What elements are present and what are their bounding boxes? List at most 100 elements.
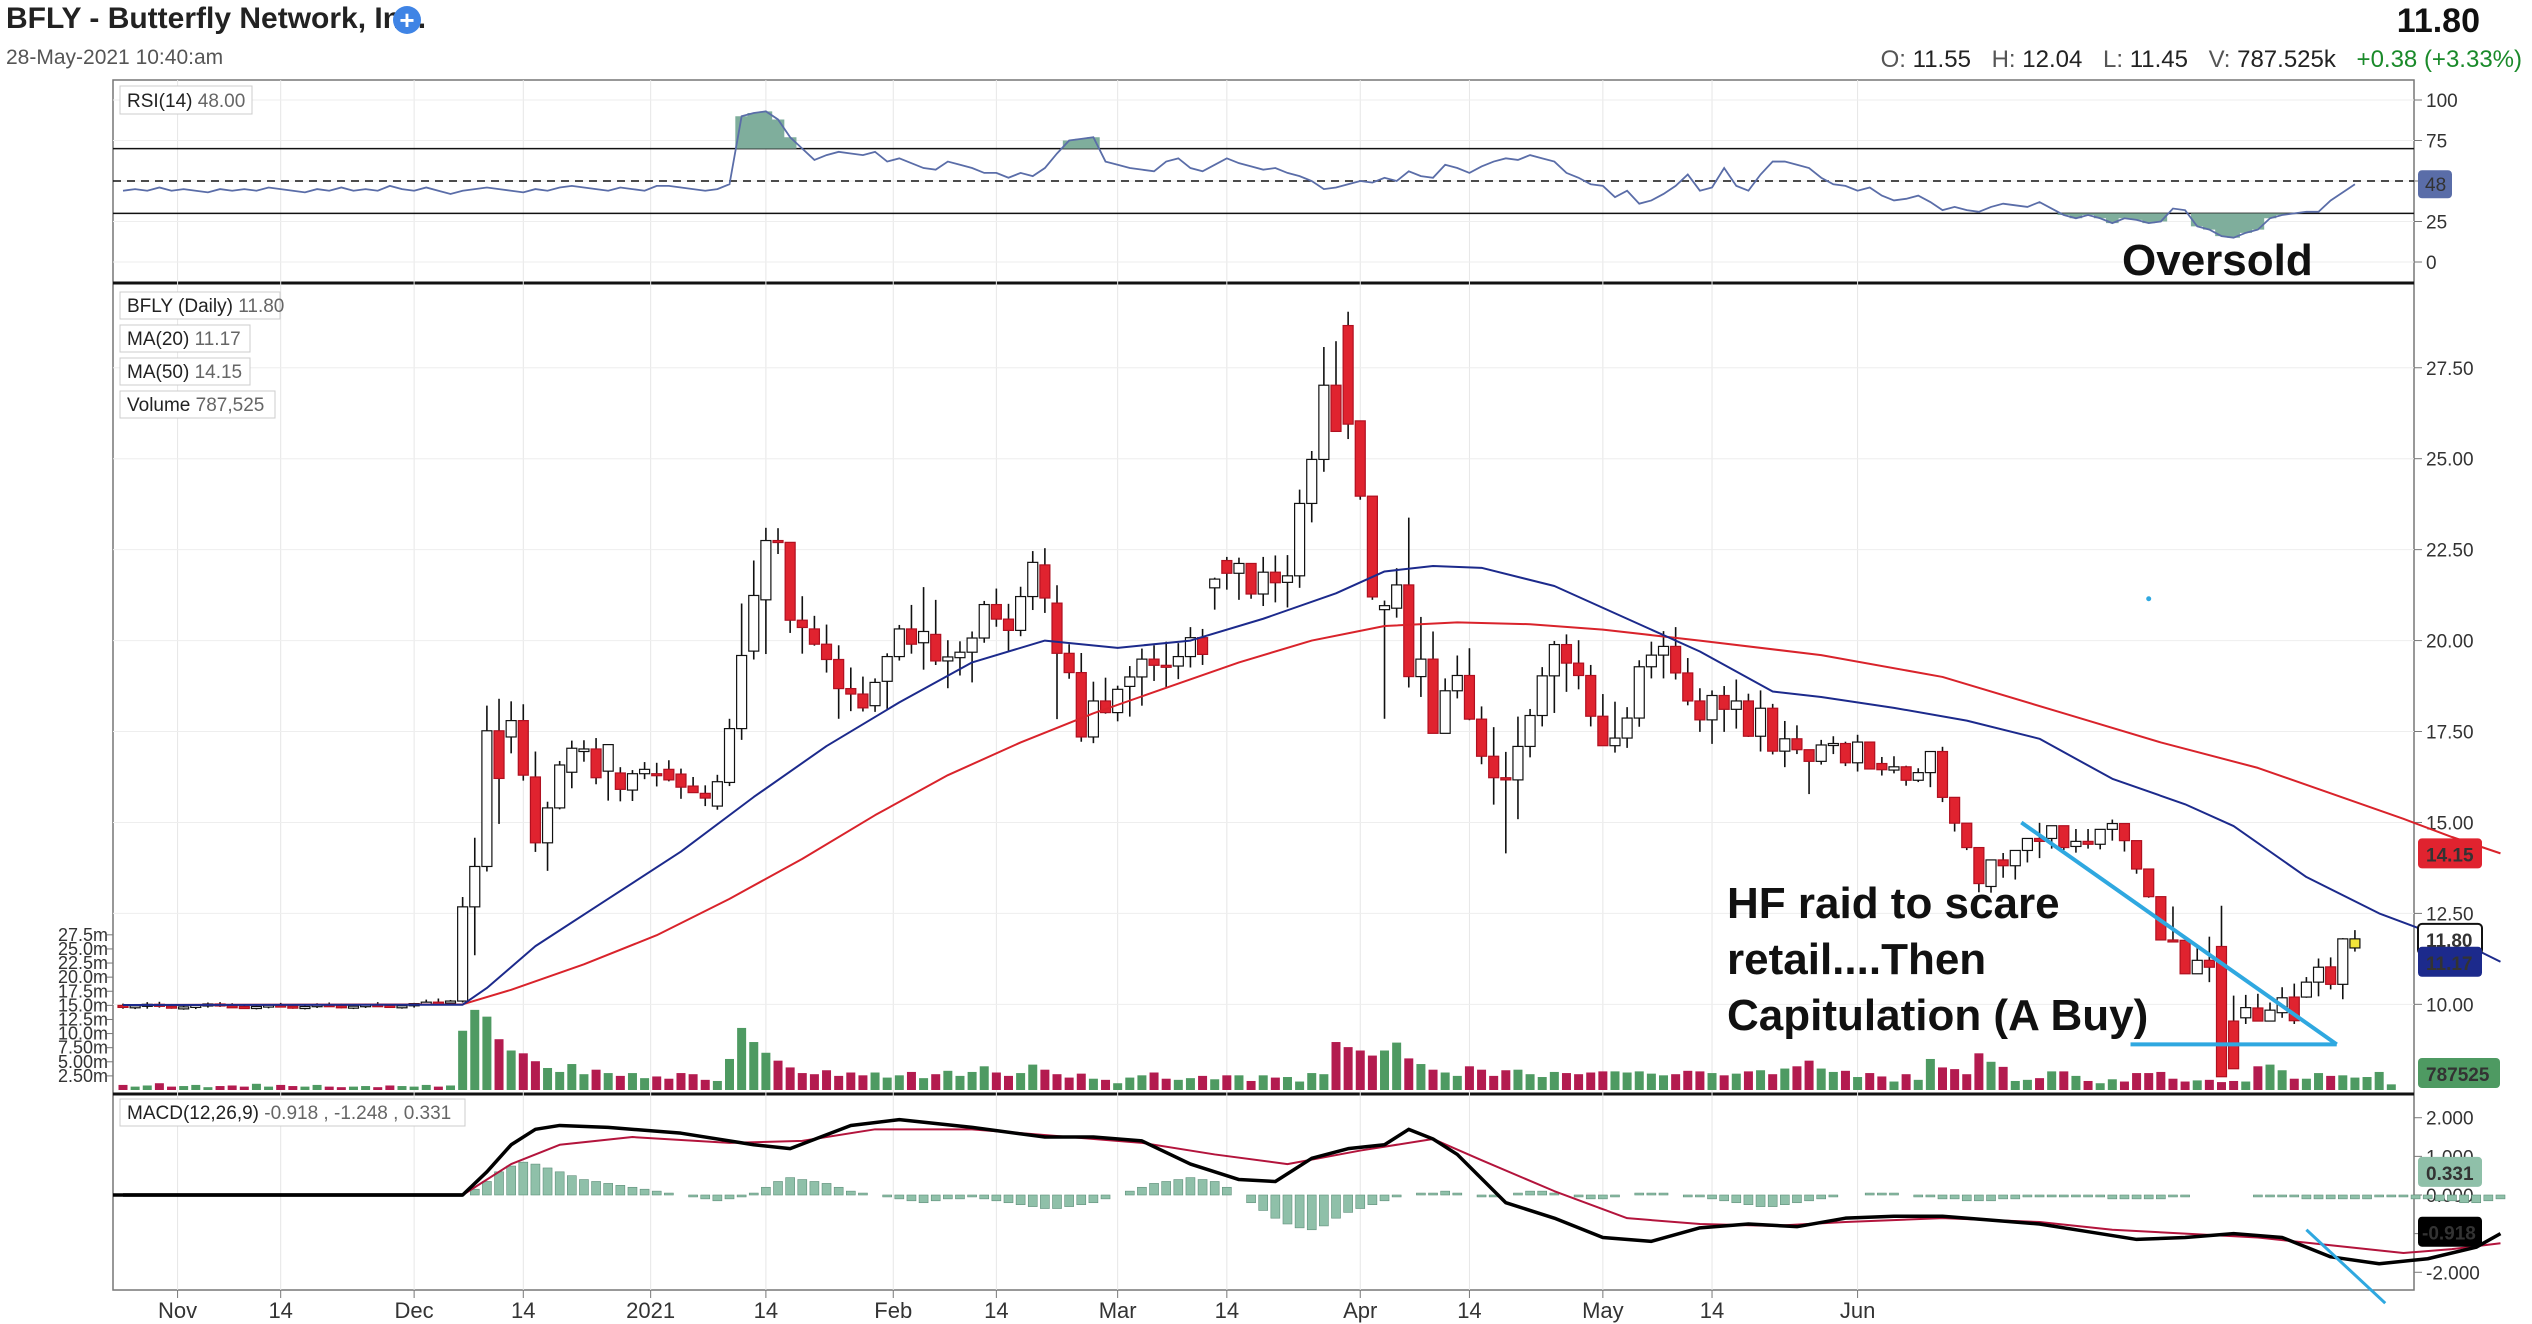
candle bbox=[893, 628, 905, 658]
volume-bar bbox=[1501, 1070, 1511, 1090]
volume-bar bbox=[858, 1075, 868, 1090]
candle bbox=[1039, 564, 1051, 599]
candle bbox=[1876, 762, 1888, 771]
candle bbox=[1063, 652, 1075, 674]
macd-histogram-bar bbox=[785, 1177, 795, 1196]
macd-histogram-bar bbox=[1331, 1194, 1341, 1219]
volume-tick-label: 10.0m bbox=[58, 1024, 108, 1044]
candle bbox=[2312, 966, 2325, 983]
volume-bar bbox=[579, 1074, 589, 1090]
macd-histogram-bar bbox=[2253, 1194, 2263, 1198]
candle bbox=[820, 643, 833, 661]
candle bbox=[396, 1005, 408, 1009]
macd-histogram-bar bbox=[1598, 1194, 1608, 1200]
macd-histogram-bar bbox=[845, 1190, 856, 1196]
candle bbox=[2215, 945, 2228, 1078]
macd-histogram-bar bbox=[1137, 1186, 1147, 1196]
candle bbox=[2264, 1009, 2276, 1022]
candle bbox=[1548, 643, 1560, 677]
price-tick-label: 25.00 bbox=[2426, 450, 2474, 471]
volume-bar bbox=[543, 1067, 553, 1090]
volume-bar bbox=[1998, 1066, 2008, 1090]
volume-tick-label: 12.5m bbox=[58, 1009, 108, 1029]
candle bbox=[1694, 700, 1706, 721]
volume-bar bbox=[1537, 1077, 1547, 1090]
volume-bar bbox=[446, 1085, 456, 1090]
macd-histogram-bar bbox=[2374, 1194, 2384, 1198]
candle bbox=[1439, 690, 1451, 734]
volume-bar bbox=[154, 1083, 164, 1090]
macd-histogram-bar bbox=[1052, 1194, 1062, 1209]
candle bbox=[178, 1006, 190, 1010]
volume-bar bbox=[931, 1074, 941, 1090]
macd-histogram-bar bbox=[882, 1194, 892, 1198]
candle bbox=[1075, 671, 1087, 738]
volume-bar bbox=[1549, 1071, 1559, 1090]
volume-bar bbox=[2168, 1078, 2178, 1090]
volume-bar bbox=[2265, 1064, 2275, 1090]
macd-histogram-bar bbox=[858, 1192, 868, 1196]
ma20-badge bbox=[2418, 946, 2482, 977]
candle bbox=[1500, 777, 1512, 781]
candle bbox=[1463, 674, 1476, 720]
volume-bar bbox=[1028, 1064, 1038, 1090]
macd-histogram-bar bbox=[1343, 1194, 1353, 1213]
volume-bar bbox=[1561, 1073, 1571, 1090]
volume-bar bbox=[979, 1066, 989, 1090]
candle bbox=[541, 807, 554, 844]
rsi-legend-box bbox=[119, 85, 253, 115]
volume-bar bbox=[773, 1060, 783, 1090]
price-annotation-line: retail....Then bbox=[1727, 935, 1986, 984]
rsi-legend: RSI(14) 48.00 bbox=[127, 91, 245, 112]
volume-bar bbox=[555, 1071, 565, 1090]
candle bbox=[736, 654, 748, 730]
volume-bar bbox=[2156, 1071, 2166, 1090]
volume-bar bbox=[1052, 1074, 1062, 1090]
candle bbox=[723, 728, 736, 784]
volume-bar bbox=[2277, 1070, 2287, 1090]
candle bbox=[1196, 637, 1209, 655]
plus-circle-icon[interactable]: + bbox=[393, 6, 421, 34]
volume-bar bbox=[2241, 1081, 2251, 1090]
macd-histogram-bar bbox=[1294, 1194, 1305, 1229]
volume-bar bbox=[1925, 1058, 1935, 1090]
volume-bar bbox=[1525, 1074, 1535, 1090]
macd-histogram-bar bbox=[627, 1186, 638, 1196]
macd-histogram-bar bbox=[2422, 1194, 2433, 1200]
macd-histogram-bar bbox=[1197, 1179, 1208, 1196]
macd-histogram-bar bbox=[579, 1179, 589, 1196]
volume-bar bbox=[1950, 1069, 1960, 1090]
candle bbox=[1427, 658, 1439, 734]
macd-histogram-bar bbox=[2034, 1194, 2045, 1198]
price-tick-label: 15.00 bbox=[2426, 813, 2474, 834]
x-tick-label: May bbox=[1582, 1298, 1624, 1323]
candle bbox=[1318, 384, 1330, 461]
volume-bar bbox=[1913, 1079, 1923, 1090]
volume-bar bbox=[397, 1086, 407, 1090]
volume-bar bbox=[203, 1087, 213, 1090]
candle bbox=[2300, 981, 2312, 998]
macd-histogram-bar bbox=[567, 1175, 577, 1196]
candle bbox=[942, 656, 954, 662]
rsi-tick-label: 0 bbox=[2426, 253, 2437, 274]
x-tick-label: 14 bbox=[1700, 1298, 1724, 1323]
candle bbox=[614, 772, 626, 790]
macd-histogram-bar bbox=[1998, 1194, 2008, 1200]
high-value: 12.04 bbox=[2022, 46, 2083, 73]
macd-histogram-bar bbox=[1003, 1194, 1014, 1204]
volume-bar bbox=[1331, 1042, 1341, 1090]
volume-badge bbox=[2418, 1058, 2500, 1088]
volume-bar bbox=[2132, 1073, 2142, 1090]
macd-histogram-bar bbox=[1707, 1194, 1717, 1200]
volume-bar bbox=[664, 1078, 674, 1090]
macd-histogram-bar bbox=[1270, 1194, 1281, 1219]
macd-tick-label: 2.000 bbox=[2426, 1109, 2474, 1130]
macd-histogram-bar bbox=[2059, 1194, 2069, 1198]
macd-legend-box bbox=[119, 1098, 466, 1127]
candle bbox=[1451, 674, 1463, 692]
volume-bar bbox=[1816, 1068, 1826, 1090]
macd-histogram-bar bbox=[2156, 1194, 2166, 1200]
macd-histogram-bar bbox=[1440, 1190, 1450, 1196]
volume-bar bbox=[251, 1083, 261, 1090]
macd-histogram-bar bbox=[700, 1194, 711, 1200]
